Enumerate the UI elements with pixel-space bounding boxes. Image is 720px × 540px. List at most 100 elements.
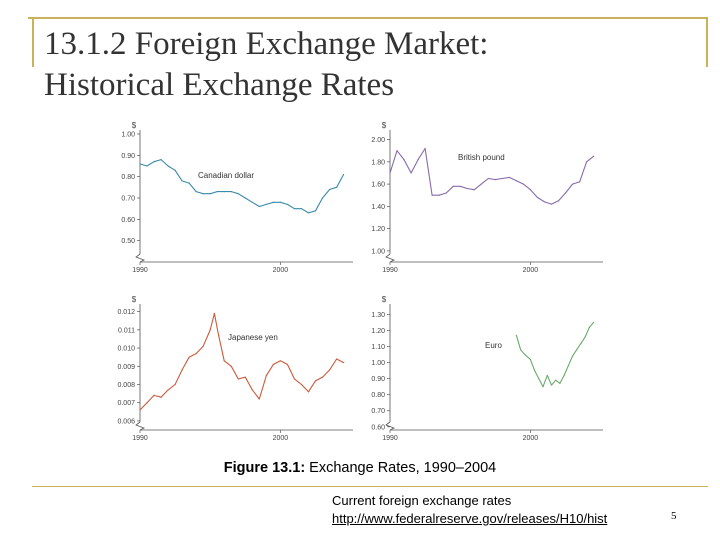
data-point bbox=[328, 188, 331, 191]
y-tick-label: 1.30 bbox=[371, 312, 385, 319]
y-tick-label: 0.011 bbox=[118, 327, 135, 334]
x-tick-label: 2000 bbox=[273, 267, 289, 274]
data-point bbox=[588, 326, 590, 328]
series-label-british-pound: British pound bbox=[458, 153, 505, 162]
data-point bbox=[195, 352, 197, 355]
axis-break-mark bbox=[385, 253, 395, 263]
data-point bbox=[195, 191, 197, 193]
data-point bbox=[417, 159, 419, 161]
data-point bbox=[529, 358, 532, 360]
y-tick-label: 0.60 bbox=[121, 217, 135, 224]
series-label-euro: Euro bbox=[485, 341, 502, 350]
data-point bbox=[452, 185, 454, 187]
figure-caption-label: Figure 13.1: bbox=[223, 460, 306, 476]
y-tick-label: 0.80 bbox=[371, 392, 385, 399]
series-line-british-pound bbox=[389, 147, 594, 205]
frame-right-line bbox=[706, 17, 708, 67]
x-tick-label: 2000 bbox=[523, 435, 539, 442]
data-point bbox=[153, 394, 155, 397]
y-tick-label: 1.20 bbox=[371, 226, 385, 233]
y-tick-label: 1.00 bbox=[371, 360, 385, 367]
y-tick-label: 0.008 bbox=[117, 382, 135, 389]
y-tick-label: 0.007 bbox=[117, 400, 135, 407]
data-point bbox=[584, 336, 586, 338]
source-link[interactable]: http://www.federalreserve.gov/releases/H… bbox=[332, 511, 608, 526]
data-point bbox=[188, 182, 190, 184]
data-point bbox=[307, 212, 310, 214]
slide-title-line1: 13.1.2 Foreign Exchange Market: bbox=[44, 26, 489, 62]
data-point bbox=[445, 192, 447, 194]
y-tick-label: 0.90 bbox=[371, 376, 385, 383]
data-point bbox=[578, 181, 581, 183]
data-point bbox=[515, 334, 517, 336]
data-point bbox=[480, 183, 482, 185]
data-point bbox=[244, 376, 246, 378]
slide-title: 13.1.2 Foreign Exchange Market: Historic… bbox=[44, 24, 704, 106]
data-point bbox=[230, 365, 232, 367]
data-point bbox=[555, 379, 557, 381]
data-point bbox=[508, 176, 510, 179]
data-point bbox=[550, 384, 553, 386]
data-point bbox=[328, 369, 331, 371]
y-tick-label: 1.00 bbox=[371, 248, 385, 255]
data-point bbox=[160, 159, 162, 161]
y-tick-label: 1.40 bbox=[371, 204, 385, 211]
data-point bbox=[410, 172, 412, 174]
data-point bbox=[174, 383, 176, 386]
data-point bbox=[519, 349, 522, 351]
data-point bbox=[258, 398, 260, 400]
data-point bbox=[244, 197, 246, 199]
data-point bbox=[501, 177, 503, 180]
y-tick-label: 0.006 bbox=[117, 418, 135, 425]
data-point bbox=[209, 193, 211, 195]
data-point bbox=[494, 179, 496, 181]
y-tick-label: 0.50 bbox=[121, 238, 135, 245]
data-point bbox=[563, 374, 565, 377]
data-point bbox=[272, 363, 274, 366]
data-point bbox=[188, 356, 190, 358]
data-point bbox=[251, 389, 253, 391]
data-point bbox=[265, 203, 267, 205]
series-label-canadian-dollar: Canadian dollar bbox=[198, 171, 254, 180]
x-tick-label: 1990 bbox=[382, 267, 398, 274]
data-point bbox=[265, 374, 267, 376]
data-point bbox=[424, 147, 426, 150]
data-point bbox=[592, 321, 595, 324]
y-tick-label: 0.80 bbox=[121, 174, 135, 181]
series-line-japanese-yen bbox=[139, 312, 344, 411]
y-axis-label: $ bbox=[382, 295, 387, 304]
data-point bbox=[592, 155, 595, 157]
data-point bbox=[160, 396, 162, 398]
data-point bbox=[546, 374, 548, 377]
data-point bbox=[534, 370, 536, 372]
y-tick-label: 1.10 bbox=[371, 344, 385, 351]
data-point bbox=[230, 191, 232, 193]
data-point bbox=[559, 382, 561, 385]
data-point bbox=[466, 187, 468, 190]
y-axis-label: $ bbox=[132, 121, 137, 130]
data-point bbox=[300, 383, 303, 386]
data-point bbox=[223, 360, 225, 362]
data-point bbox=[403, 159, 405, 161]
data-point bbox=[487, 177, 489, 180]
data-point bbox=[286, 363, 289, 366]
x-tick-label: 1990 bbox=[132, 267, 148, 274]
exchange-rate-charts: $1.00 0.90 0.80 0.70 0.60 0.50 1990 2000 Canadia… bbox=[117, 121, 603, 442]
data-point bbox=[342, 173, 345, 176]
chart-canadian-dollar: $1.00 0.90 0.80 0.70 0.60 0.50 1990 2000 Canadia… bbox=[121, 121, 353, 274]
data-point bbox=[431, 194, 433, 196]
data-point bbox=[237, 378, 239, 380]
y-tick-label: 0.70 bbox=[121, 196, 135, 203]
y-axis-label: $ bbox=[132, 295, 137, 304]
axis-break-mark bbox=[385, 421, 395, 431]
data-point bbox=[538, 378, 540, 380]
frame-left-line bbox=[32, 17, 34, 67]
data-point bbox=[571, 183, 574, 185]
data-point bbox=[522, 183, 524, 185]
series-label-japanese-yen: Japanese yen bbox=[228, 333, 278, 342]
data-point bbox=[202, 193, 204, 195]
y-axis-label: $ bbox=[382, 121, 387, 130]
data-point bbox=[139, 409, 141, 411]
y-tick-label: 1.80 bbox=[371, 159, 385, 166]
data-point bbox=[557, 200, 560, 202]
